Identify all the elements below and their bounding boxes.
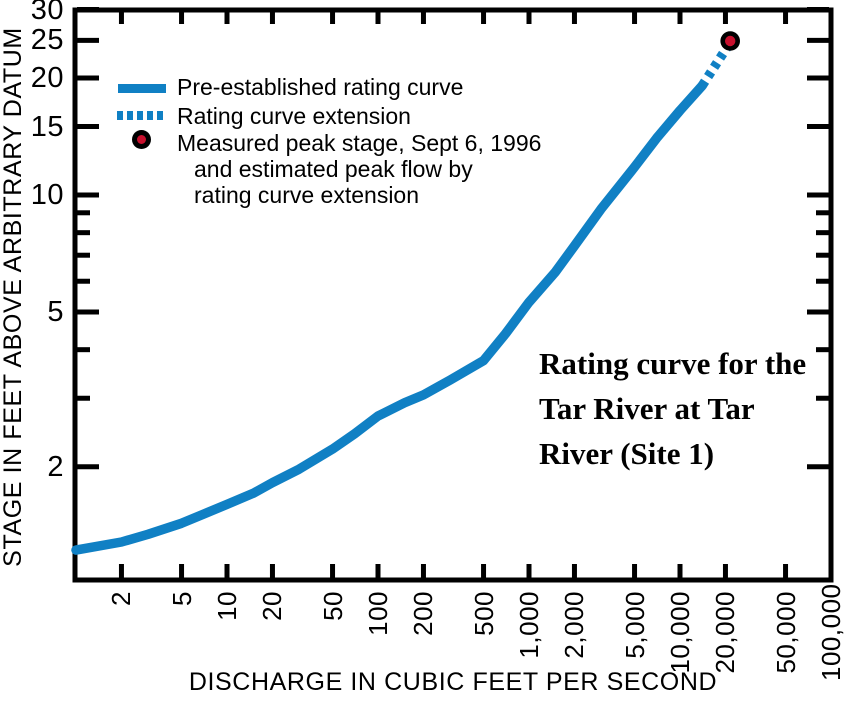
x-tick-label: 10	[212, 591, 242, 621]
chart-annotation: Rating curve for the Tar River at Tar Ri…	[539, 341, 846, 476]
legend-item-pre-established: Pre-established rating curve	[177, 74, 464, 100]
y-tick-label: 20	[30, 61, 64, 94]
measured-peak-marker	[724, 35, 736, 47]
x-tick-label: 200	[408, 591, 439, 636]
legend-solid-line-swatch	[118, 84, 166, 93]
legend-red-dot-icon	[132, 130, 151, 149]
y-tick-label: 25	[30, 24, 64, 57]
y-tick-label: 30	[30, 0, 64, 26]
x-tick-label: 5	[166, 591, 197, 606]
x-tick-label: 2,000	[559, 591, 590, 659]
x-tick-label: 20,000	[710, 591, 741, 674]
legend-item-extension: Rating curve extension	[177, 103, 411, 129]
x-tick-label: 10,000	[665, 591, 695, 674]
y-tick-label: 5	[47, 296, 64, 328]
y-tick-label: 10	[30, 179, 64, 211]
legend-item-measured-peak: Measured peak stage, Sept 6, 1996 and es…	[177, 130, 541, 208]
annotation-line1: Rating curve for the	[539, 346, 807, 381]
x-axis-title: DISCHARGE IN CUBIC FEET PER SECOND	[188, 668, 718, 696]
legend-red-dot-inner	[137, 135, 146, 144]
x-tick-label: 50,000	[770, 591, 801, 674]
x-tick-label: 50	[317, 591, 348, 621]
annotation-line2: Tar River at Tar	[539, 391, 755, 426]
x-tick-label: 100	[363, 591, 393, 636]
annotation-line3: River (Site 1)	[539, 436, 715, 471]
x-tick-label: 500	[468, 591, 499, 636]
legend-dashed-line-swatch	[117, 111, 167, 120]
x-tick-label: 100,000	[816, 583, 846, 681]
pre-established-rating-curve	[71, 81, 707, 555]
x-tick-label: 2	[106, 591, 137, 606]
legend-item-measured-peak-line2: and estimated peak flow by	[194, 156, 473, 182]
x-tick-label: 5,000	[619, 591, 650, 659]
legend-item-measured-peak-line1: Measured peak stage, Sept 6, 1996	[177, 130, 542, 156]
x-tick-label: 20	[257, 591, 288, 621]
plot-frame	[72, 7, 834, 583]
x-tick-label: 1,000	[514, 591, 544, 659]
y-tick-label: 15	[30, 110, 64, 143]
rating-curve-extension	[698, 44, 732, 89]
y-tick-label: 2	[47, 450, 64, 483]
legend-item-measured-peak-line3: rating curve extension	[194, 182, 420, 208]
